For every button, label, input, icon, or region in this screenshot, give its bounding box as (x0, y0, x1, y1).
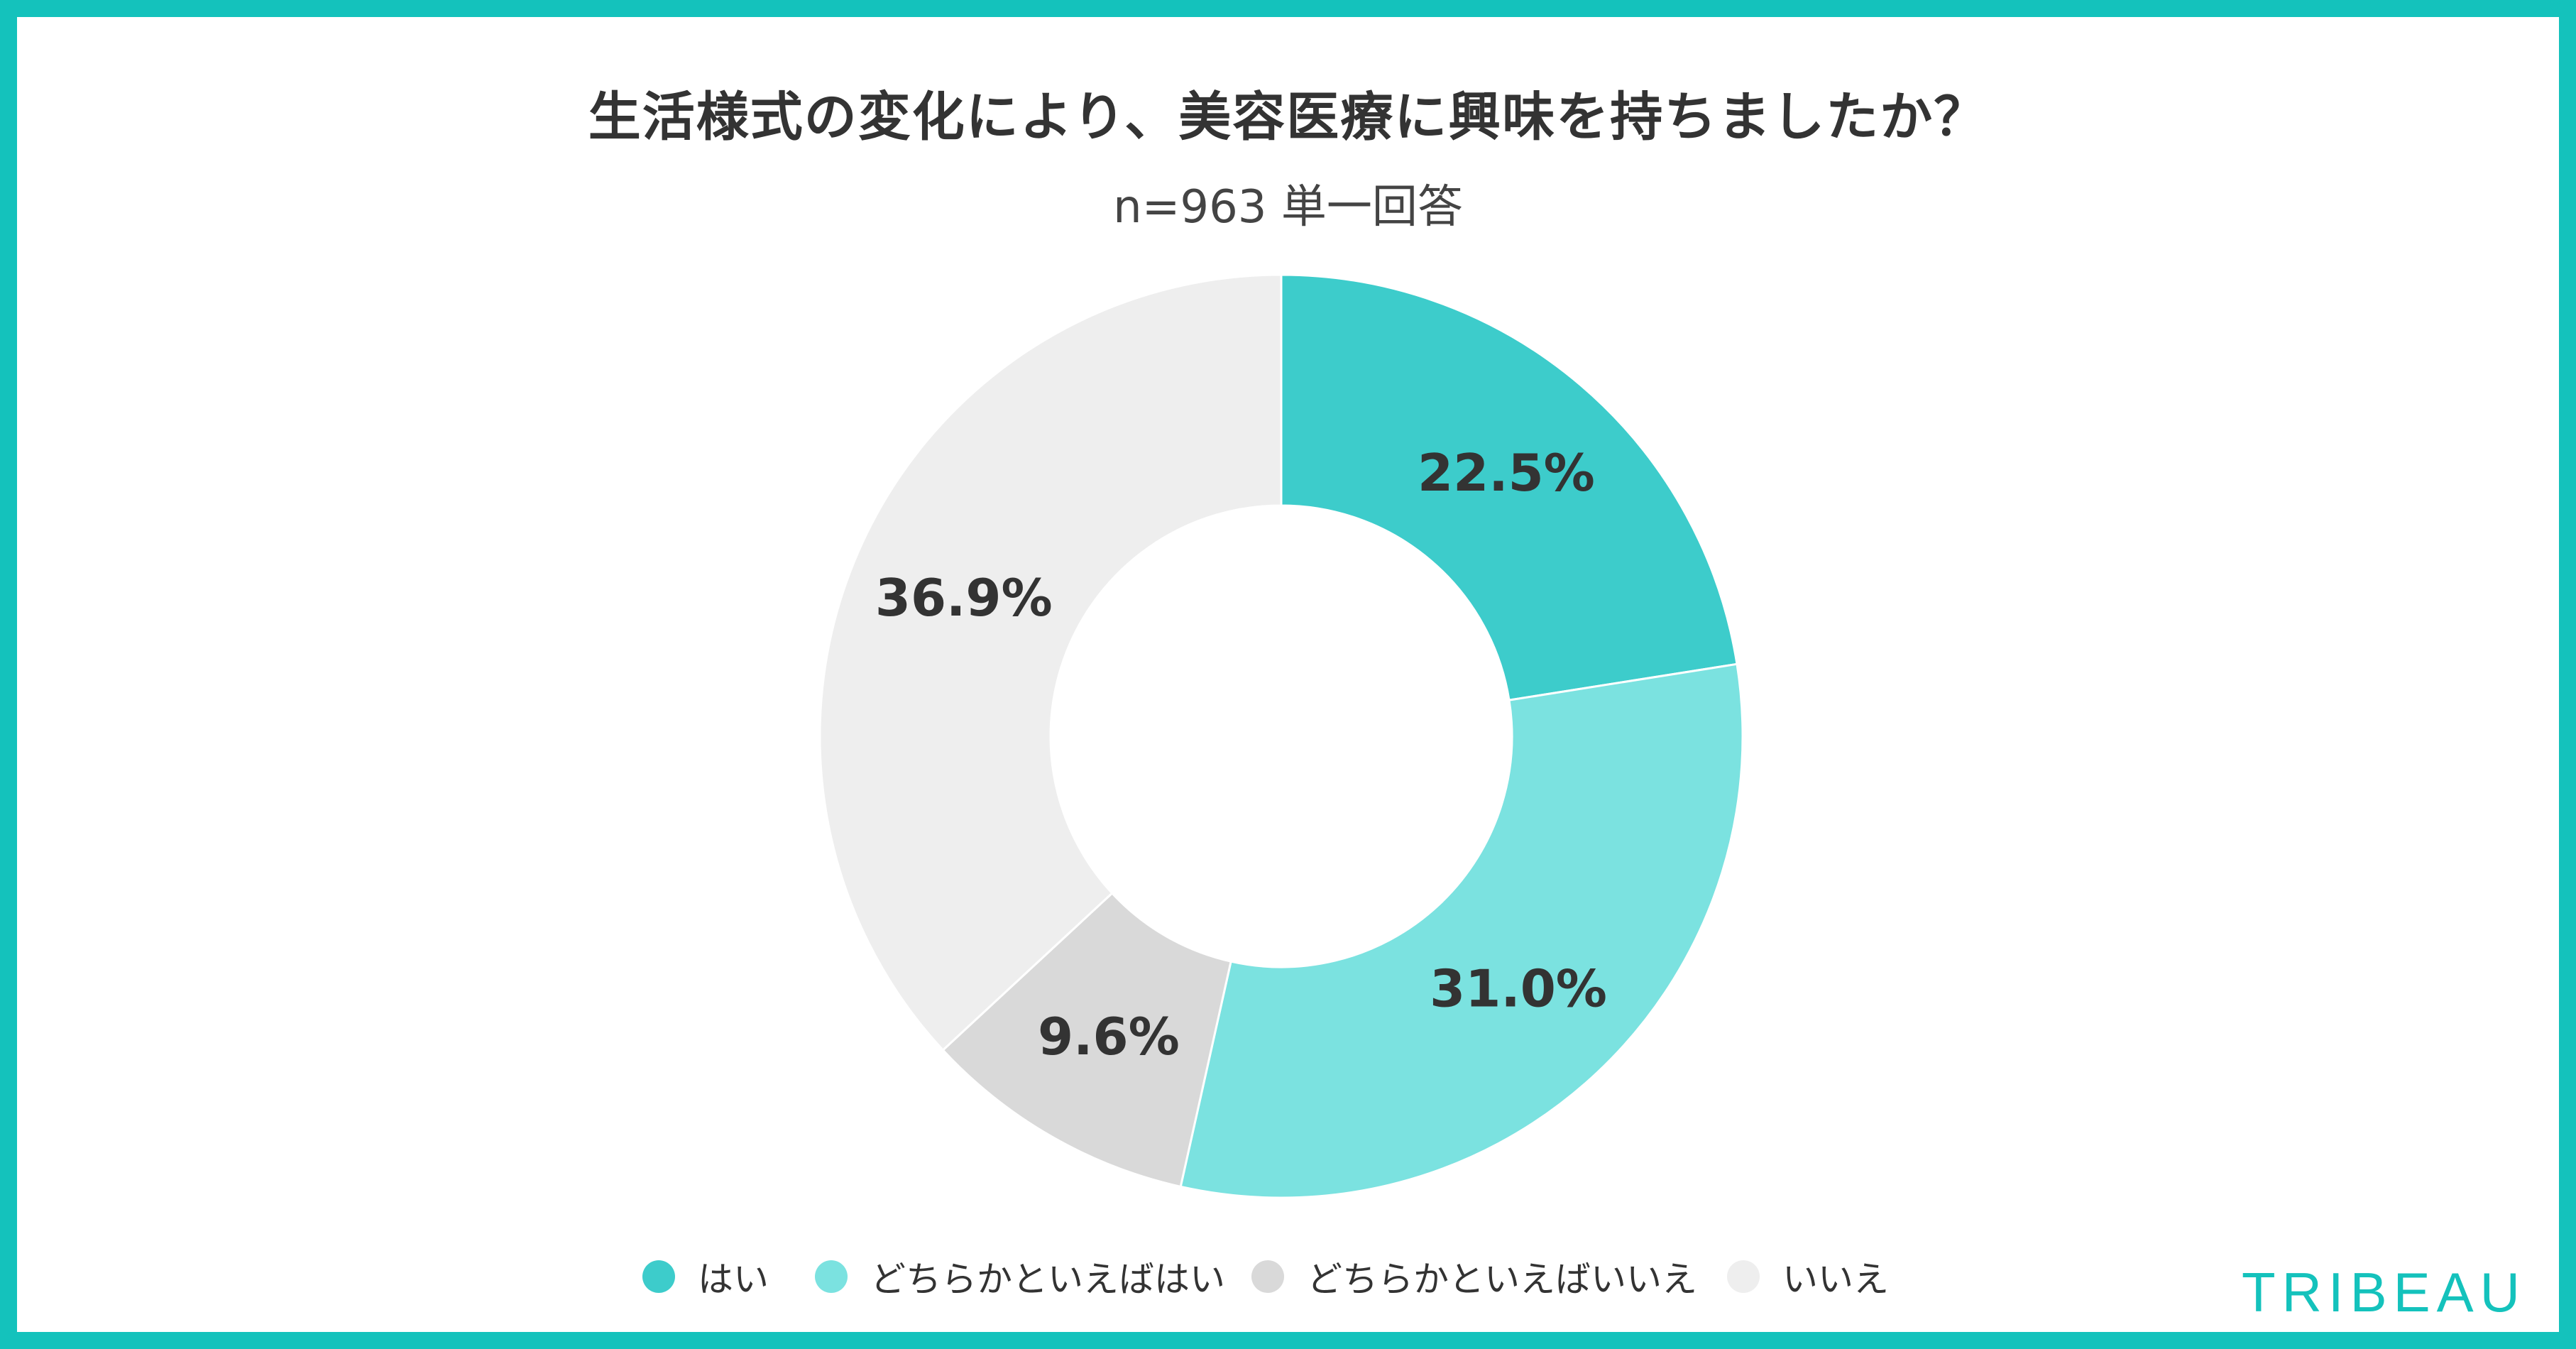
slice-value-label-1: 22.5% (1418, 443, 1595, 503)
legend-label: どちらかといえばいいえ (1307, 1259, 1697, 1300)
slice-value-label-4: 36.9% (875, 568, 1053, 628)
legend-swatch (642, 1260, 675, 1293)
slice-value-label-3: 9.6% (1038, 1007, 1180, 1066)
legend-label: どちらかといえばはい (870, 1259, 1225, 1300)
chart-title: 生活様式の変化により、美容医療に興味を持ちましたか？ (588, 87, 1988, 148)
legend-swatch (1251, 1260, 1284, 1293)
brand-logo: TRIBEAU (2241, 1261, 2526, 1323)
legend-item-iie: いいえ (1727, 1252, 1889, 1301)
donut-slice-2 (1179, 662, 1744, 1199)
legend-item-dochiraka-iie: どちらかといえばいいえ (1251, 1252, 1697, 1301)
legend-swatch (1727, 1260, 1760, 1293)
chart-legend: はい どちらかといえばはい どちらかといえばいいえ いいえ (0, 1252, 2576, 1301)
legend-label: いいえ (1782, 1259, 1889, 1300)
legend-swatch (815, 1260, 848, 1293)
legend-item-hai: はい (642, 1252, 769, 1301)
donut-slice-3 (941, 891, 1232, 1189)
legend-label: はい (698, 1259, 769, 1300)
slice-value-label-2: 31.0% (1430, 959, 1607, 1019)
donut-slice-1 (1280, 273, 1738, 701)
chart-subtitle: n=963 単一回答 (1113, 181, 1463, 234)
donut-slice-4 (818, 273, 1283, 1052)
legend-item-dochiraka-hai: どちらかといえばはい (815, 1252, 1225, 1301)
